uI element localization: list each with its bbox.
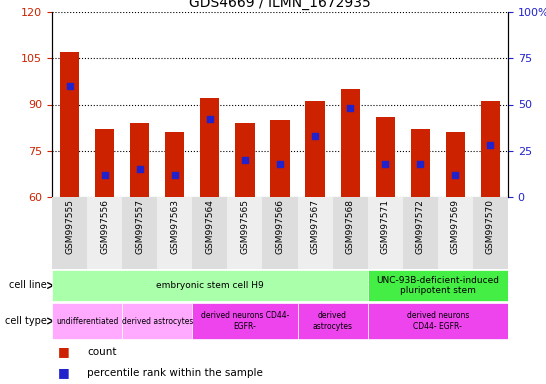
Bar [52,197,87,269]
Bar [87,197,122,269]
Point [416,161,425,167]
Bar [122,303,192,339]
Text: count: count [87,347,117,357]
Text: GSM997568: GSM997568 [346,199,355,254]
Text: GSM997566: GSM997566 [276,199,284,254]
Bar [192,303,298,339]
Bar [367,303,508,339]
Point [276,161,284,167]
Point [311,133,319,139]
Text: GSM997557: GSM997557 [135,199,144,254]
Bar [367,197,403,269]
Bar [298,303,367,339]
Bar [60,52,79,197]
Bar [305,101,325,197]
Bar [438,197,473,269]
Point [451,172,460,178]
Text: GSM997563: GSM997563 [170,199,179,254]
Bar [263,197,298,269]
Bar [130,123,150,197]
Point [135,166,144,172]
Bar [227,197,263,269]
Bar [298,197,333,269]
Text: derived
astrocytes: derived astrocytes [313,311,353,331]
Point [100,172,109,178]
Bar [95,129,114,197]
Text: derived neurons CD44-
EGFR-: derived neurons CD44- EGFR- [201,311,289,331]
Bar [235,123,254,197]
Point [65,83,74,89]
Text: GSM997556: GSM997556 [100,199,109,254]
Bar [165,132,185,197]
Text: embryonic stem cell H9: embryonic stem cell H9 [156,281,264,290]
Text: GSM997565: GSM997565 [240,199,250,254]
Text: UNC-93B-deficient-induced
pluripotent stem: UNC-93B-deficient-induced pluripotent st… [376,276,500,295]
Point [170,172,179,178]
Text: GSM997569: GSM997569 [451,199,460,254]
Text: GSM997571: GSM997571 [381,199,390,254]
Text: derived astrocytes: derived astrocytes [122,316,193,326]
Point [486,142,495,148]
Point [241,157,250,163]
Bar [52,270,367,301]
Point [346,105,354,111]
Text: derived neurons
CD44- EGFR-: derived neurons CD44- EGFR- [407,311,469,331]
Bar [367,270,508,301]
Text: GSM997570: GSM997570 [486,199,495,254]
Bar [481,101,500,197]
Bar [403,197,438,269]
Bar [341,89,360,197]
Text: percentile rank within the sample: percentile rank within the sample [87,368,263,378]
Text: cell line: cell line [9,280,46,291]
Text: GSM997572: GSM997572 [416,199,425,254]
Bar [157,197,192,269]
Bar [333,197,367,269]
Text: ■: ■ [57,366,69,379]
Bar [446,132,465,197]
Bar [52,303,122,339]
Point [381,161,390,167]
Bar [200,98,219,197]
Bar [192,197,227,269]
Bar [473,197,508,269]
Text: undifferentiated: undifferentiated [56,316,118,326]
Text: cell type: cell type [5,316,46,326]
Bar [376,117,395,197]
Point [205,116,214,122]
Bar [270,120,289,197]
Text: GSM997555: GSM997555 [65,199,74,254]
Bar [122,197,157,269]
Text: GSM997564: GSM997564 [205,199,215,254]
Text: GSM997567: GSM997567 [311,199,319,254]
Title: GDS4669 / ILMN_1672935: GDS4669 / ILMN_1672935 [189,0,371,10]
Bar [411,129,430,197]
Text: ■: ■ [57,345,69,358]
